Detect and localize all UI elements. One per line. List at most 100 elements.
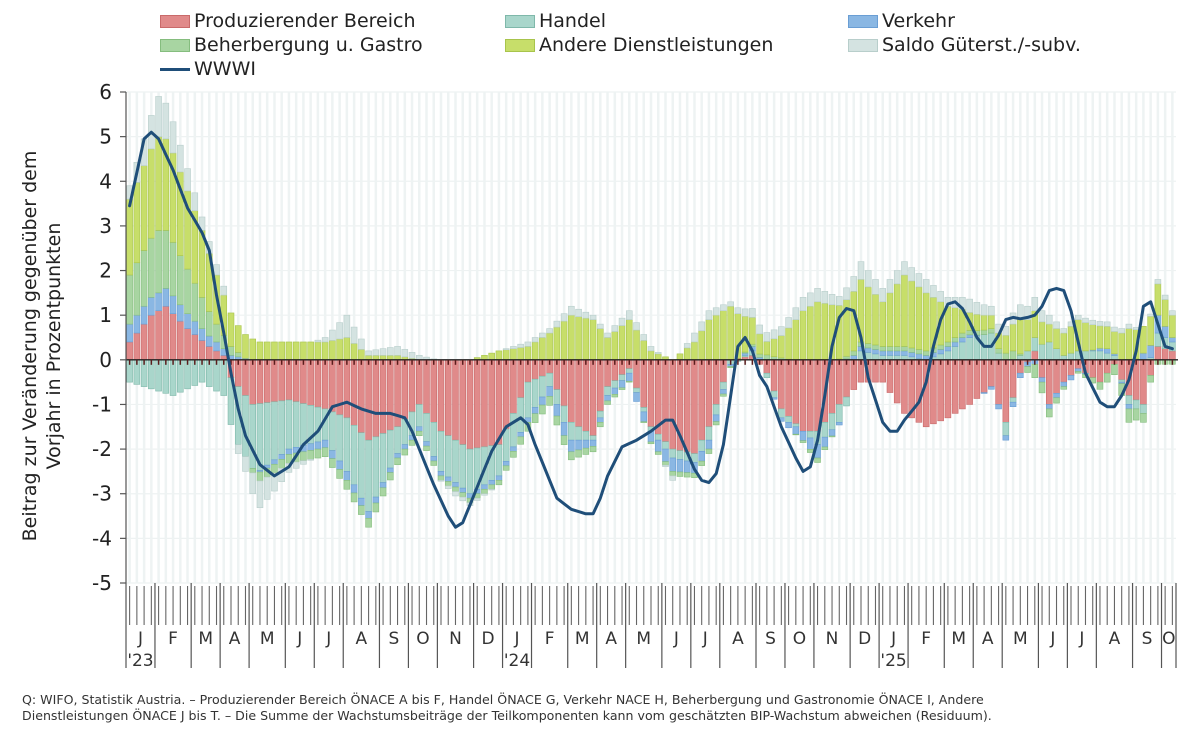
bar-segment-produzierender-bereich	[1009, 359, 1017, 399]
bar-segment-verkehr	[915, 353, 923, 359]
bar-segment-verkehr	[568, 439, 575, 453]
footnote-line-2: Dienstleistungen ÖNACE J bis T. – Die Su…	[22, 708, 992, 723]
bar-segment-handel	[1002, 422, 1010, 436]
bar-segment-verkehr	[1147, 345, 1154, 358]
year-label: '24	[504, 651, 530, 671]
bar-segment-verkehr	[365, 511, 372, 519]
bar-segment-verkehr	[394, 453, 401, 459]
bar-segment-andere-dienstleistungen	[604, 337, 611, 361]
bar-segment-verkehr	[828, 429, 836, 437]
bar-segment-produzierender-bereich	[807, 359, 814, 432]
bar-segment-saldo-g-terst-subv-	[691, 332, 698, 343]
legend-label: Beherbergung u. Gastro	[194, 34, 423, 56]
bar-segment-verkehr	[879, 350, 886, 356]
y-tick-label: -4	[92, 526, 112, 550]
bar-segment-saldo-g-terst-subv-	[807, 292, 814, 307]
bar-segment-beherbergung-u-gastro	[387, 472, 394, 481]
bar-segment-saldo-g-terst-subv-	[669, 475, 676, 481]
bar-segment-beherbergung-u-gastro	[705, 448, 713, 454]
bar-segment-beherbergung-u-gastro	[459, 492, 466, 498]
bar-segment-produzierender-bereich	[502, 359, 510, 430]
bar-segment-handel	[292, 401, 300, 448]
bar-segment-andere-dienstleistungen	[908, 280, 915, 349]
bar-segment-andere-dienstleistungen	[575, 316, 582, 361]
y-tick-label: -1	[92, 392, 112, 416]
month-label: M	[951, 629, 966, 649]
bar-segment-handel	[263, 402, 271, 466]
bar-segment-beherbergung-u-gastro	[647, 441, 655, 445]
bar-segment-handel	[966, 337, 973, 361]
bar-segment-produzierender-bereich	[915, 359, 923, 423]
bar-segment-verkehr	[1053, 392, 1060, 399]
bar-segment-produzierender-bereich	[662, 359, 669, 442]
bar-segment-andere-dienstleistungen	[1096, 325, 1104, 349]
bar-segment-beherbergung-u-gastro	[423, 445, 430, 451]
bar-segment-beherbergung-u-gastro	[546, 396, 553, 406]
bar-segment-saldo-g-terst-subv-	[1060, 328, 1068, 334]
bar-segment-handel	[575, 426, 582, 441]
bar-segment-beherbergung-u-gastro	[698, 460, 705, 466]
bar-segment-verkehr	[669, 457, 676, 472]
bar-segment-andere-dienstleistungen	[1017, 317, 1024, 355]
bar-segment-handel	[872, 353, 879, 361]
bar-segment-saldo-g-terst-subv-	[698, 321, 705, 332]
bar-segment-handel	[343, 417, 351, 472]
bar-segment-produzierender-bereich	[430, 359, 438, 423]
bar-segment-beherbergung-u-gastro	[568, 451, 575, 461]
bar-segment-verkehr	[836, 422, 843, 426]
bar-segment-produzierender-bereich	[372, 359, 380, 438]
bar-segment-produzierender-bereich	[387, 359, 394, 431]
bar-segment-andere-dienstleistungen	[821, 302, 829, 361]
bar-segment-saldo-g-terst-subv-	[626, 310, 633, 320]
bar-segment-produzierender-bereich	[582, 359, 590, 432]
bar-segment-verkehr	[741, 352, 749, 356]
y-tick-label: 5	[99, 125, 112, 149]
month-label: N	[826, 629, 839, 649]
bar-segment-andere-dienstleistungen	[597, 328, 604, 361]
bar-segment-andere-dienstleistungen	[785, 327, 792, 360]
bar-segment-verkehr	[401, 444, 409, 450]
bar-segment-handel	[662, 441, 669, 450]
bar-segment-beherbergung-u-gastro	[756, 353, 763, 358]
bar-segment-saldo-g-terst-subv-	[1031, 297, 1039, 312]
bar-segment-saldo-g-terst-subv-	[589, 314, 597, 320]
bar-segment-handel	[1096, 350, 1104, 361]
bar-segment-saldo-g-terst-subv-	[763, 332, 771, 342]
bar-segment-verkehr	[495, 475, 503, 481]
bar-segment-handel	[416, 404, 423, 428]
legend-swatch	[505, 14, 535, 28]
bar-segment-saldo-g-terst-subv-	[1024, 305, 1031, 320]
month-label: J	[325, 629, 331, 649]
bar-segment-verkehr	[1125, 404, 1133, 410]
bar-segment-verkehr	[177, 304, 184, 322]
bar-segment-produzierender-bereich	[169, 313, 177, 361]
bar-segment-verkehr	[864, 347, 872, 353]
bar-segment-verkehr	[1060, 381, 1068, 387]
bar-segment-beherbergung-u-gastro	[1060, 386, 1068, 390]
bar-segment-andere-dienstleistungen	[951, 307, 959, 338]
bar-segment-verkehr	[807, 437, 814, 450]
bar-segment-produzierender-bereich	[285, 359, 293, 401]
bar-segment-andere-dienstleistungen	[654, 353, 662, 361]
bar-segment-saldo-g-terst-subv-	[553, 320, 561, 328]
bar-segment-produzierender-bereich	[1140, 359, 1147, 405]
bar-segment-produzierender-bereich	[1154, 346, 1162, 361]
bar-segment-andere-dienstleistungen	[1118, 332, 1125, 361]
bar-segment-saldo-g-terst-subv-	[358, 338, 365, 350]
bar-segment-beherbergung-u-gastro	[575, 449, 582, 458]
bar-segment-beherbergung-u-gastro	[980, 329, 988, 335]
bar-segment-beherbergung-u-gastro	[126, 274, 133, 325]
bar-segment-produzierender-bereich	[213, 350, 220, 361]
bar-segment-andere-dienstleistungen	[647, 350, 655, 361]
bar-segment-verkehr	[126, 323, 133, 343]
bar-segment-saldo-g-terst-subv-	[720, 304, 727, 312]
month-label: D	[482, 629, 495, 649]
bar-segment-saldo-g-terst-subv-	[155, 96, 162, 137]
bar-segment-handel	[1053, 348, 1060, 361]
year-label: '25	[880, 651, 906, 671]
bar-segment-andere-dienstleistungen	[1147, 315, 1154, 346]
bar-segment-verkehr	[893, 350, 901, 356]
bar-segment-verkehr	[379, 482, 387, 489]
month-label: A	[605, 629, 617, 649]
bar-segment-verkehr	[133, 314, 141, 334]
